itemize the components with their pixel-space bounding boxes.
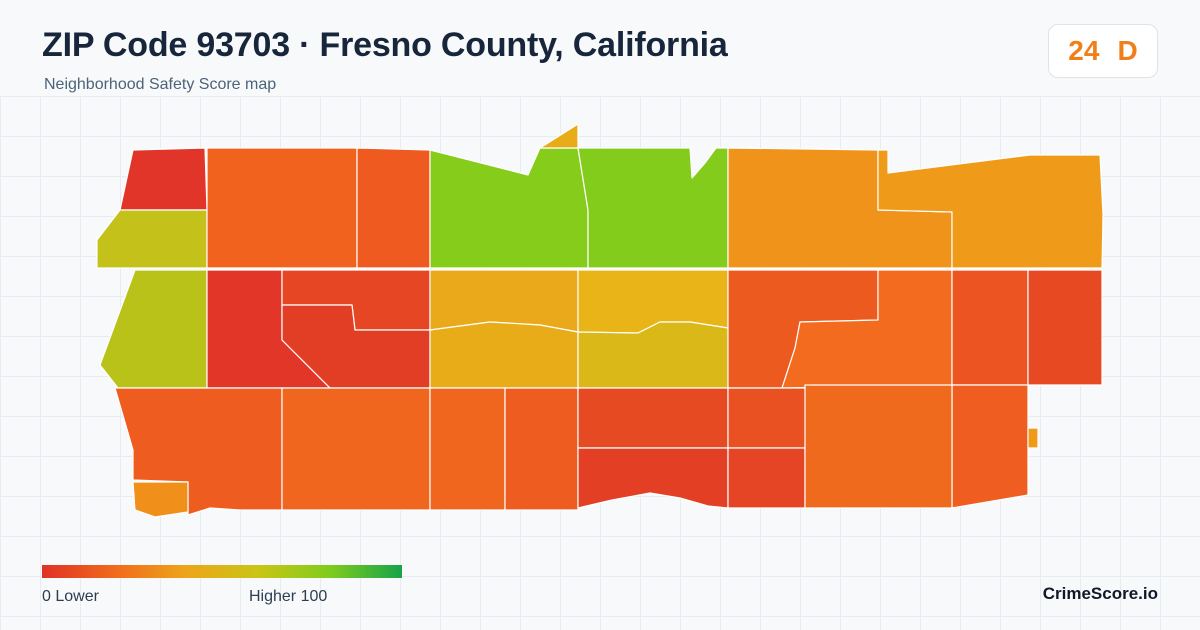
map-region-row2-col5b[interactable] <box>577 321 729 389</box>
map-region-row2-col5a[interactable] <box>577 269 729 334</box>
map-region-row3-col4[interactable] <box>504 387 579 511</box>
map-region-row3-col8[interactable] <box>951 384 1029 509</box>
map-region-nw-corner[interactable] <box>119 147 208 211</box>
map-region-row1-col2[interactable] <box>206 147 358 269</box>
map-region-east-tick[interactable] <box>1027 427 1039 449</box>
map-region-row3-col3[interactable] <box>429 387 506 511</box>
legend-min-label: 0 Lower <box>42 588 99 605</box>
map-region-row3-col6b[interactable] <box>727 447 806 509</box>
map-region-north-tip[interactable] <box>539 123 579 149</box>
map-region-row3-col2[interactable] <box>281 387 431 511</box>
map-region-row2-col4b[interactable] <box>429 321 579 389</box>
map-region-row3-col5a[interactable] <box>577 387 729 449</box>
score-grade: D <box>1117 35 1138 66</box>
map-region-row2-col8[interactable] <box>951 269 1029 386</box>
legend-gradient-bar <box>42 565 402 578</box>
map-region-row1-col4[interactable] <box>429 147 589 269</box>
map-region-row1-col5[interactable] <box>577 147 729 269</box>
map-region-row1-col7[interactable] <box>877 149 1104 269</box>
map-region-w-middle[interactable] <box>99 269 208 389</box>
header: ZIP Code 93703 · Fresno County, Californ… <box>0 0 1200 96</box>
page-subtitle: Neighborhood Safety Score map <box>44 76 277 93</box>
map-region-row3-col9[interactable] <box>804 384 953 509</box>
brand-logo-text: CrimeScore.io <box>1042 584 1158 603</box>
map-region-row2-col9[interactable] <box>1027 269 1103 386</box>
map-region-w-upper[interactable] <box>96 209 208 269</box>
map-region-sw-notch[interactable] <box>132 481 189 518</box>
map-region-row3-col5b[interactable] <box>577 447 729 509</box>
score-value: 24 <box>1068 35 1100 66</box>
legend-max-label: Higher 100 <box>249 588 328 605</box>
map-region-row1-col3[interactable] <box>356 147 431 269</box>
score-badge: 24 D <box>1048 24 1158 78</box>
page-title: ZIP Code 93703 · Fresno County, Californ… <box>42 26 728 64</box>
